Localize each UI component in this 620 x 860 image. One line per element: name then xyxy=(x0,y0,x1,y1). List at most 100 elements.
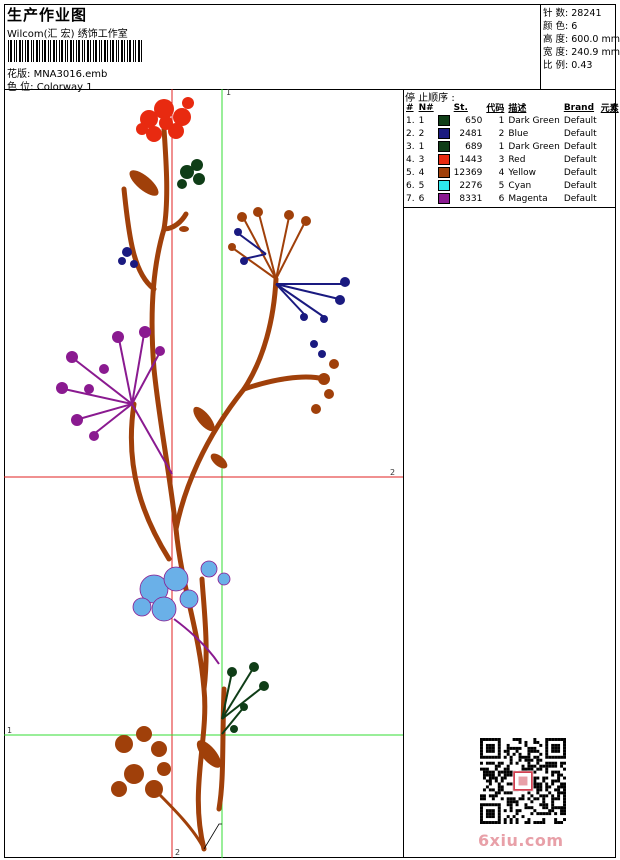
color-swatch xyxy=(437,115,450,126)
row-brand: Default xyxy=(563,193,597,204)
flower-stem xyxy=(121,126,327,852)
row-brand: Default xyxy=(563,167,597,178)
col-swatch xyxy=(436,101,452,114)
colorway-line: 色 位: Colorway 1 xyxy=(7,78,93,93)
row-brand: Default xyxy=(563,154,597,165)
table-row: 5. 4 12369 4 Yellow Default xyxy=(404,166,620,179)
magenta-flower-cluster xyxy=(63,333,173,475)
row-brand: Default xyxy=(563,141,597,152)
row-code: 1 xyxy=(498,141,505,152)
row-stitches: 8331 xyxy=(459,193,483,204)
row-code: 6 xyxy=(498,193,505,204)
row-needle: 1 xyxy=(418,115,425,126)
row-brand: Default xyxy=(563,128,597,139)
stats-panel: 针 数: 28241 颜 色: 6 高 度: 600.0 mm 宽 度: 240… xyxy=(541,4,620,90)
row-stitches: 2481 xyxy=(459,128,483,139)
brown-flower-cluster-bottom xyxy=(111,726,171,798)
row-code: 3 xyxy=(498,154,505,165)
axis-label-right: 2 xyxy=(390,468,395,477)
design-label: 花版: xyxy=(7,69,31,80)
table-row: 1. 1 650 1 Dark Green Default xyxy=(404,114,620,127)
row-stitches: 1443 xyxy=(459,154,483,165)
col-code: 代码 xyxy=(486,104,505,114)
row-swatch xyxy=(436,140,452,153)
table-row: 7. 6 8331 6 Magenta Default xyxy=(404,192,620,205)
design-canvas: 1 2 1 2 xyxy=(4,89,403,858)
row-description: Dark Green xyxy=(508,141,560,152)
table-row: 2. 2 2481 2 Blue Default xyxy=(404,127,620,140)
brown-flower-cluster-right xyxy=(233,213,305,280)
row-element xyxy=(599,153,620,166)
col-index: # xyxy=(406,102,414,113)
row-code: 1 xyxy=(498,115,505,126)
col-stitches: St. xyxy=(453,102,468,113)
row-element xyxy=(599,140,620,153)
barcode-image xyxy=(8,40,142,62)
row-brand: Default xyxy=(563,115,597,126)
row-needle: 1 xyxy=(418,141,425,152)
blue-flower-cluster-right xyxy=(238,233,344,318)
axis-label-top: 1 xyxy=(226,89,231,97)
col-brand: Brand xyxy=(563,102,595,113)
row-description: Yellow xyxy=(508,167,537,178)
row-needle: 6 xyxy=(418,193,425,204)
row-code: 5 xyxy=(498,180,505,191)
dark-green-leaf-top xyxy=(177,159,205,189)
row-index: 4. xyxy=(406,154,415,165)
row-code: 4 xyxy=(498,167,505,178)
row-element xyxy=(599,127,620,140)
sidebar-divider xyxy=(404,207,616,208)
row-description: Red xyxy=(508,154,526,165)
stop-sequence-panel: 停 止顺序 : # N# St. 代码 描述 Brand 元素 1. 1 650 1 D… xyxy=(403,89,619,858)
col-element: 元素 xyxy=(600,104,619,114)
row-index: 2. xyxy=(406,128,415,139)
colorway-label: 色 位: xyxy=(7,82,34,93)
axis-label-left: 1 xyxy=(7,726,12,735)
row-element xyxy=(599,179,620,192)
row-index: 7. xyxy=(406,193,415,204)
color-swatch xyxy=(437,128,450,139)
stat-colors: 颜 色: 6 xyxy=(543,21,578,32)
row-element xyxy=(599,114,620,127)
stop-sequence-table: # N# St. 代码 描述 Brand 元素 1. 1 650 1 Dark Gree… xyxy=(404,101,620,205)
table-row: 3. 1 689 1 Dark Green Default xyxy=(404,140,620,153)
row-needle: 2 xyxy=(418,128,425,139)
col-description: 描述 xyxy=(508,104,527,114)
color-swatch xyxy=(437,180,450,191)
flower-leaves xyxy=(129,170,228,768)
stat-width: 宽 度: 240.9 mm xyxy=(543,47,620,58)
row-brand: Default xyxy=(563,180,597,191)
table-header-row: # N# St. 代码 描述 Brand 元素 xyxy=(404,101,620,115)
page-frame xyxy=(4,4,616,858)
row-swatch xyxy=(436,127,452,140)
row-element xyxy=(599,192,620,205)
row-element xyxy=(599,166,620,179)
color-swatch xyxy=(437,193,450,204)
row-needle: 3 xyxy=(418,154,425,165)
color-swatch xyxy=(437,141,450,152)
color-swatch xyxy=(437,154,450,165)
stop-sequence-title: 停 止顺序 : xyxy=(405,93,455,104)
color-swatch xyxy=(437,167,450,178)
row-description: Blue xyxy=(508,128,529,139)
blue-flower-small xyxy=(118,247,138,268)
row-swatch xyxy=(436,192,452,205)
row-needle: 4 xyxy=(418,167,425,178)
company-name: Wilcom(汇 宏) 绣饰工作室 xyxy=(7,29,128,40)
row-description: Magenta xyxy=(508,193,548,204)
row-description: Cyan xyxy=(508,180,532,191)
row-swatch xyxy=(436,153,452,166)
row-index: 6. xyxy=(406,180,415,191)
colorway-value: Colorway 1 xyxy=(36,82,93,93)
row-code: 2 xyxy=(498,128,505,139)
table-row: 4. 3 1443 3 Red Default xyxy=(404,153,620,166)
row-stitches: 2276 xyxy=(459,180,483,191)
design-value: MNA3016.emb xyxy=(33,69,108,80)
row-index: 3. xyxy=(406,141,415,152)
row-needle: 5 xyxy=(418,180,425,191)
row-swatch xyxy=(436,114,452,127)
row-index: 1. xyxy=(406,115,415,126)
row-stitches: 12369 xyxy=(453,167,483,178)
header-panel: 生产作业图 Wilcom(汇 宏) 绣饰工作室 花版: MNA3016.emb … xyxy=(4,4,541,93)
table-row: 6. 5 2276 5 Cyan Default xyxy=(404,179,620,192)
